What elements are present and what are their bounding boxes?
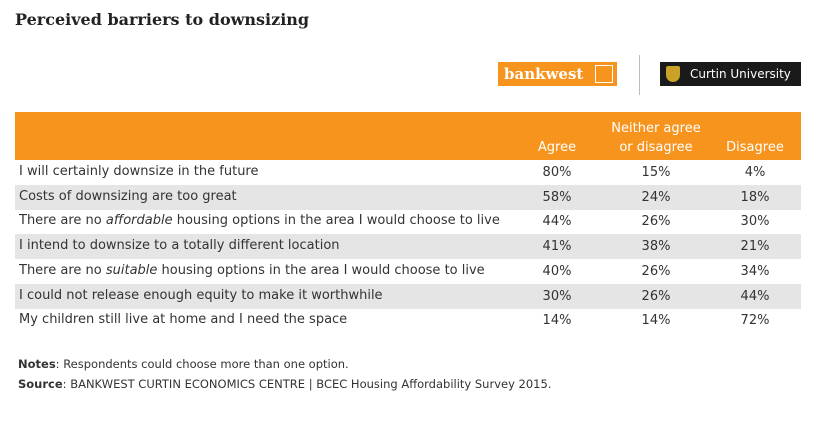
label-part: There are no — [19, 262, 106, 278]
label-part: housing options in the area I would choo… — [172, 213, 500, 229]
cell: 15% — [641, 165, 671, 180]
column-header: Agree — [537, 140, 577, 155]
cell: 44% — [542, 214, 572, 230]
logo-text: bankwest — [504, 65, 584, 83]
divider — [639, 55, 640, 95]
source-text: : BANKWEST CURTIN ECONOMICS CENTRE | BCE… — [62, 377, 552, 391]
row-label: I intend to downsize to a totally differ… — [19, 237, 509, 259]
notes: Notes: Respondents could choose more tha… — [18, 357, 349, 371]
label-part: I will certainly downsize in the future — [19, 164, 259, 179]
source-label: Source — [18, 377, 63, 391]
table-row: There are no affordable housing options … — [15, 209, 801, 234]
curtin-logo: Curtin University — [660, 62, 801, 86]
table-row: I intend to downsize to a totally differ… — [15, 234, 801, 260]
logo-text: Curtin University — [690, 67, 791, 81]
cell: 30% — [542, 288, 572, 304]
cell: 26% — [641, 288, 671, 304]
label-part: suitable — [105, 262, 158, 278]
cell: 14% — [641, 313, 671, 329]
table-row: I could not release enough equity to mak… — [15, 283, 801, 309]
row-label: I will certainly downsize in the future — [19, 163, 509, 185]
table-row: There are no suitable housing options in… — [15, 259, 801, 284]
label-part: My children still live at home and I nee… — [19, 312, 348, 328]
table-row: My children still live at home and I nee… — [15, 308, 801, 333]
table-header: Agree Neither agree or disagree Disagree — [15, 112, 801, 160]
cell: 26% — [641, 214, 671, 230]
bankwest-logo: bankwest — [498, 62, 617, 86]
cell: 72% — [740, 313, 770, 329]
cell: 80% — [542, 165, 572, 180]
cell: 4% — [744, 165, 766, 180]
logo-icon — [666, 66, 680, 82]
cell: 58% — [542, 189, 572, 205]
table-row: I will certainly downsize in the future 8… — [15, 160, 801, 185]
notes-text: : Respondents could choose more than one… — [55, 357, 349, 371]
cell: 44% — [740, 288, 770, 304]
table-row: Costs of downsizing are too great 58% 24% 1… — [15, 184, 801, 210]
cell: 21% — [740, 239, 770, 255]
logo-icon — [595, 65, 613, 83]
cell: 26% — [641, 263, 671, 279]
cell: 34% — [740, 263, 770, 279]
label-part: I could not release enough equity to mak… — [19, 287, 383, 303]
cell: 14% — [542, 313, 572, 329]
label-part: I intend to downsize to a totally differ… — [19, 238, 340, 254]
cell: 18% — [740, 189, 770, 205]
cell: 24% — [641, 189, 671, 205]
cell: 41% — [542, 239, 572, 255]
notes-label: Notes — [18, 357, 56, 371]
row-label: There are no affordable housing options … — [19, 212, 509, 234]
row-label: I could not release enough equity to mak… — [19, 287, 509, 309]
row-label: There are no suitable housing options in… — [19, 262, 509, 284]
column-header: Disagree — [726, 140, 784, 155]
row-label: Costs of downsizing are too great — [19, 188, 509, 210]
cell: 40% — [542, 263, 572, 279]
label-part: affordable — [105, 213, 173, 229]
label-part: housing options in the area I would choo… — [157, 262, 485, 278]
title: Perceived barriers to downsizing — [15, 10, 310, 29]
label-part: Costs of downsizing are too great — [19, 188, 237, 204]
row-label: My children still live at home and I nee… — [19, 311, 509, 333]
cell: 30% — [740, 214, 770, 230]
source: Source: BANKWEST CURTIN ECONOMICS CENTRE… — [18, 377, 551, 391]
label-part: There are no — [19, 213, 106, 229]
cell: 38% — [641, 239, 671, 255]
column-header: Neither agree or disagree — [611, 121, 701, 155]
